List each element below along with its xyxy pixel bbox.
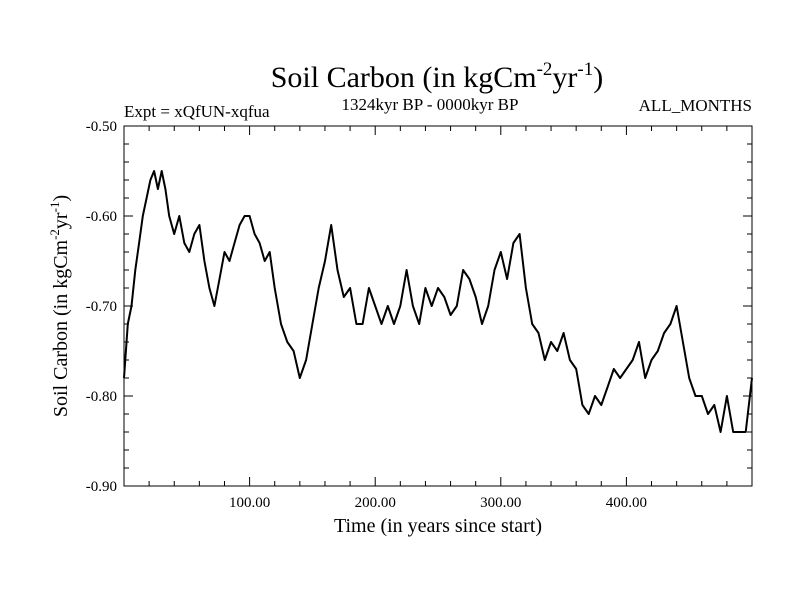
y-axis-title-main: Soil Carbon (in kgCm bbox=[50, 239, 72, 417]
x-tick-label: 400.00 bbox=[606, 495, 647, 511]
y-axis-title-sup1: -2 bbox=[47, 229, 62, 240]
months-label: ALL_MONTHS bbox=[639, 96, 752, 115]
y-axis-title: Soil Carbon (in kgCm-2yr-1) bbox=[47, 195, 72, 417]
chart-title: Soil Carbon (in kgCm-2yr-1) bbox=[271, 59, 604, 94]
y-tick-label: -0.80 bbox=[86, 389, 117, 405]
y-axis-title-mid: yr bbox=[50, 212, 72, 229]
series-line-soil-carbon bbox=[123, 170, 753, 433]
y-tick-label: -0.60 bbox=[86, 209, 117, 225]
x-axis: 100.00 200.00 300.00 400.00 bbox=[123, 126, 753, 511]
x-tick-label: 300.00 bbox=[480, 495, 521, 511]
period-label: 1324kyr BP - 0000kyr BP bbox=[342, 95, 519, 114]
x-tick-label: 100.00 bbox=[229, 495, 270, 511]
y-axis-title-end: ) bbox=[50, 195, 72, 202]
y-tick-label: -0.50 bbox=[86, 119, 117, 135]
x-axis-title: Time (in years since start) bbox=[334, 515, 542, 537]
chart-title-main: Soil Carbon (in kgCm bbox=[271, 61, 537, 94]
chart-title-end: ) bbox=[593, 61, 603, 94]
x-tick-label: 200.00 bbox=[355, 495, 396, 511]
chart-title-mid: yr bbox=[552, 61, 577, 94]
plot-frame bbox=[123, 125, 753, 487]
expt-label: Expt = xQfUN-xqfua bbox=[124, 102, 270, 121]
y-tick-label: -0.70 bbox=[86, 299, 117, 315]
y-axis-title-sup2: -1 bbox=[47, 202, 62, 213]
y-tick-label: -0.90 bbox=[86, 479, 117, 495]
y-axis: -0.90 -0.80 -0.70 -0.60 -0.50 bbox=[86, 119, 752, 495]
chart-title-sup2: -1 bbox=[577, 59, 593, 80]
chart-title-sup1: -2 bbox=[537, 59, 553, 80]
